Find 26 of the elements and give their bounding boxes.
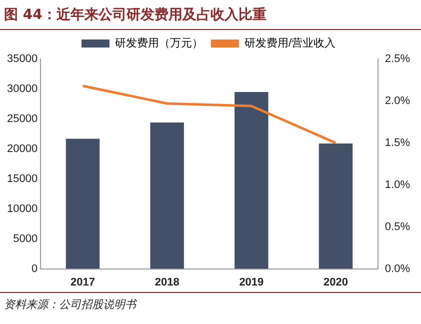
bar [150,122,184,269]
chart-title: 图 44：近年来公司研发费用及占收入比重 [0,0,421,30]
x-tick-label: 2018 [154,276,180,288]
y-tick-label: 30000 [6,83,38,96]
y-tick-label: 5000 [13,232,38,245]
y-tick-label: 15000 [6,172,38,185]
y-tick-label: 25000 [6,112,38,125]
y2-tick-label: 1.5% [384,136,410,149]
x-tick-label: 2017 [70,276,95,288]
y2-tick-label: 2.5% [384,53,410,66]
y-tick-label: 0 [31,262,38,275]
y2-tick-label: 2.0% [384,94,410,107]
y-tick-label: 10000 [6,202,38,215]
bar [318,144,353,269]
y2-tick-label: 0.0% [384,262,410,275]
legend-label: 研发费用/营业收入 [244,36,336,50]
legend-label: 研发费用（万元） [114,36,203,50]
y-tick-label: 20000 [6,142,38,155]
y-tick-label: 35000 [6,53,38,66]
bar [66,138,100,269]
text: 资料来源：公司招股说明书 [4,299,136,311]
x-tick-label: 2020 [324,276,348,288]
x-tick-label: 2019 [239,276,264,288]
bar [234,92,268,269]
y2-tick-label: 1.0% [384,178,410,191]
y2-tick-label: 0.5% [384,220,410,233]
